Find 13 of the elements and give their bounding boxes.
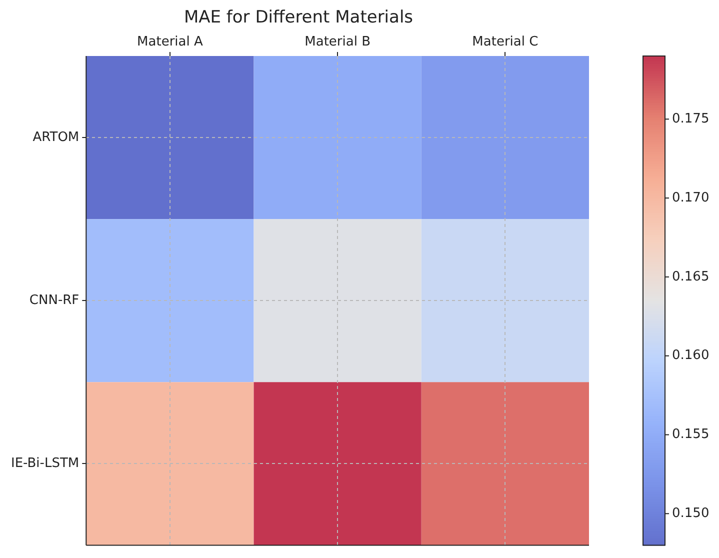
color-bar-label: 0.170 <box>672 190 710 206</box>
y-tick-label: IE-Bi-LSTM <box>10 456 80 472</box>
y-tick-label: CNN-RF <box>29 292 80 308</box>
chart-title: MAE for Different Materials <box>184 8 414 28</box>
color-bar-label: 0.155 <box>672 427 710 442</box>
x-tick-label: Material B <box>304 34 371 50</box>
color-bar-label: 0.175 <box>672 112 710 126</box>
y-tick-label: ARTOM <box>32 130 80 145</box>
x-tick-label: Material A <box>137 34 203 50</box>
color-bar-label: 0.165 <box>672 269 710 284</box>
color-bar-label: 0.150 <box>672 506 710 522</box>
x-tick-label: Material C <box>472 34 538 50</box>
color-bar-label: 0.160 <box>672 348 710 364</box>
